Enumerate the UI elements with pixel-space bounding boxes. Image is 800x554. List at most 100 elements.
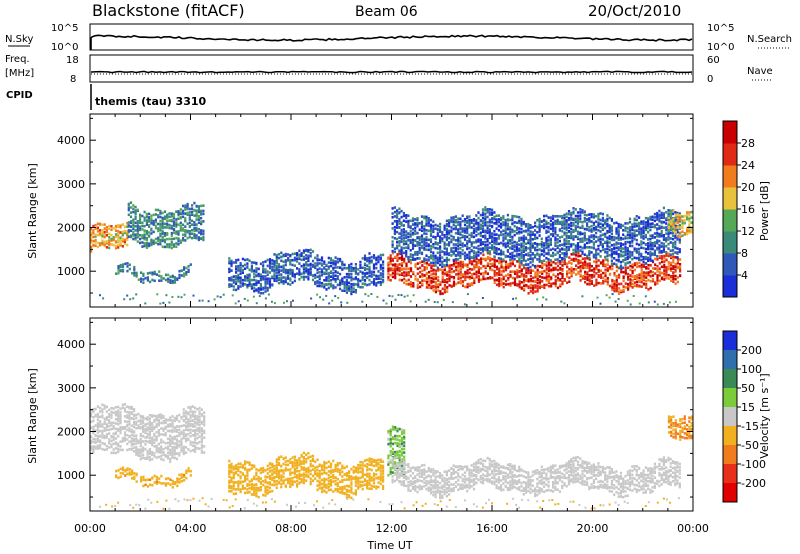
heatmap-cell bbox=[96, 226, 99, 230]
heatmap-cell bbox=[153, 425, 156, 429]
heatmap-cell bbox=[556, 218, 559, 222]
heatmap-cell bbox=[130, 447, 133, 451]
heatmap-cell bbox=[681, 221, 684, 225]
heatmap-cell bbox=[117, 246, 120, 249]
heatmap-cell bbox=[477, 258, 480, 262]
heatmap-cell bbox=[155, 456, 158, 459]
heatmap-cell bbox=[314, 282, 317, 286]
heatmap-cell bbox=[642, 282, 645, 285]
heatmap-cell bbox=[500, 260, 503, 263]
heatmap-cell bbox=[439, 292, 442, 296]
heatmap-cell bbox=[640, 222, 643, 225]
heatmap-cell bbox=[405, 251, 408, 255]
heatmap-cell bbox=[570, 216, 573, 220]
heatmap-cell bbox=[480, 278, 483, 282]
heatmap-cell bbox=[498, 271, 501, 275]
heatmap-cell bbox=[402, 219, 405, 223]
heatmap-cell bbox=[157, 222, 160, 226]
heatmap-cell bbox=[583, 253, 586, 256]
heatmap-cell bbox=[554, 232, 557, 236]
heatmap-cell bbox=[305, 254, 308, 257]
heatmap-cell bbox=[334, 262, 337, 265]
heatmap-cell bbox=[105, 425, 108, 429]
heatmap-cell bbox=[534, 242, 537, 245]
heatmap-cell bbox=[584, 272, 587, 276]
heatmap-cell bbox=[601, 242, 604, 246]
heatmap-cell bbox=[182, 215, 185, 219]
heatmap-cell bbox=[640, 232, 643, 235]
heatmap-cell bbox=[135, 450, 138, 454]
heatmap-cell bbox=[123, 225, 127, 229]
heatmap-cell bbox=[108, 415, 111, 418]
heatmap-cell bbox=[160, 417, 163, 420]
heatmap-cell bbox=[627, 275, 630, 279]
heatmap-cell bbox=[427, 229, 430, 233]
heatmap-cell bbox=[538, 234, 541, 237]
heatmap-cell bbox=[343, 289, 346, 292]
heatmap-cell bbox=[194, 447, 197, 451]
heatmap-cell bbox=[163, 226, 167, 229]
heatmap-cell bbox=[136, 235, 139, 239]
heatmap-cell bbox=[581, 257, 584, 261]
heatmap-cell bbox=[464, 277, 467, 280]
heatmap-cell bbox=[117, 442, 120, 446]
heatmap-cell bbox=[377, 274, 380, 278]
heatmap-cell bbox=[477, 244, 480, 248]
heatmap-cell bbox=[370, 272, 373, 276]
heatmap-cell bbox=[128, 420, 131, 423]
heatmap-cell bbox=[660, 257, 664, 260]
heatmap-cell bbox=[653, 241, 656, 244]
nsky-panel bbox=[89, 23, 694, 51]
heatmap-cell bbox=[130, 417, 133, 420]
heatmap-cell bbox=[468, 246, 471, 250]
heatmap-cell bbox=[275, 271, 278, 274]
heatmap-cell bbox=[541, 266, 544, 269]
heatmap-cell bbox=[554, 236, 557, 239]
heatmap-cell bbox=[142, 430, 145, 433]
freq-panel bbox=[89, 54, 694, 83]
y-tick-label: 3000 bbox=[57, 178, 85, 191]
heatmap-cell bbox=[108, 440, 111, 444]
heatmap-cell bbox=[640, 273, 643, 277]
heatmap-cell bbox=[638, 230, 641, 234]
heatmap-cell bbox=[188, 211, 191, 214]
heatmap-cell bbox=[103, 227, 106, 230]
heatmap-cell bbox=[185, 446, 188, 449]
heatmap-cell bbox=[482, 264, 485, 268]
heatmap-cell bbox=[434, 227, 437, 230]
heatmap-cell bbox=[441, 268, 444, 272]
heatmap-cell bbox=[457, 223, 460, 226]
heatmap-cell bbox=[423, 243, 426, 247]
heatmap-cell bbox=[631, 254, 634, 257]
heatmap-cell bbox=[654, 267, 657, 270]
heatmap-cell bbox=[579, 254, 582, 258]
heatmap-cell bbox=[409, 268, 413, 272]
heatmap-cell bbox=[588, 229, 591, 232]
heatmap-cell bbox=[180, 442, 183, 445]
heatmap-cell bbox=[159, 242, 162, 246]
heatmap-cell bbox=[239, 269, 242, 273]
heatmap-cell bbox=[489, 262, 492, 266]
heatmap-cell bbox=[166, 243, 169, 246]
heatmap-cell bbox=[457, 281, 460, 284]
heatmap-cell bbox=[305, 271, 308, 274]
heatmap-cell bbox=[629, 268, 632, 272]
heatmap-cell bbox=[198, 410, 201, 413]
heatmap-cell bbox=[504, 263, 508, 266]
heatmap-cell bbox=[389, 268, 392, 272]
heatmap-cell bbox=[481, 211, 485, 214]
heatmap-cell bbox=[187, 425, 190, 428]
heatmap-cell bbox=[452, 282, 456, 286]
heatmap-cell bbox=[121, 265, 125, 269]
heatmap-cell bbox=[466, 285, 469, 289]
heatmap-cell bbox=[486, 229, 489, 233]
heatmap-cell bbox=[142, 456, 145, 460]
heatmap-cell bbox=[237, 279, 240, 283]
heatmap-cell bbox=[291, 268, 294, 272]
heatmap-cell bbox=[615, 252, 618, 256]
heatmap-cell bbox=[575, 257, 578, 261]
heatmap-cell bbox=[484, 221, 487, 224]
heatmap-cell bbox=[642, 260, 645, 264]
heatmap-cell bbox=[264, 280, 267, 284]
heatmap-cell bbox=[627, 278, 630, 281]
